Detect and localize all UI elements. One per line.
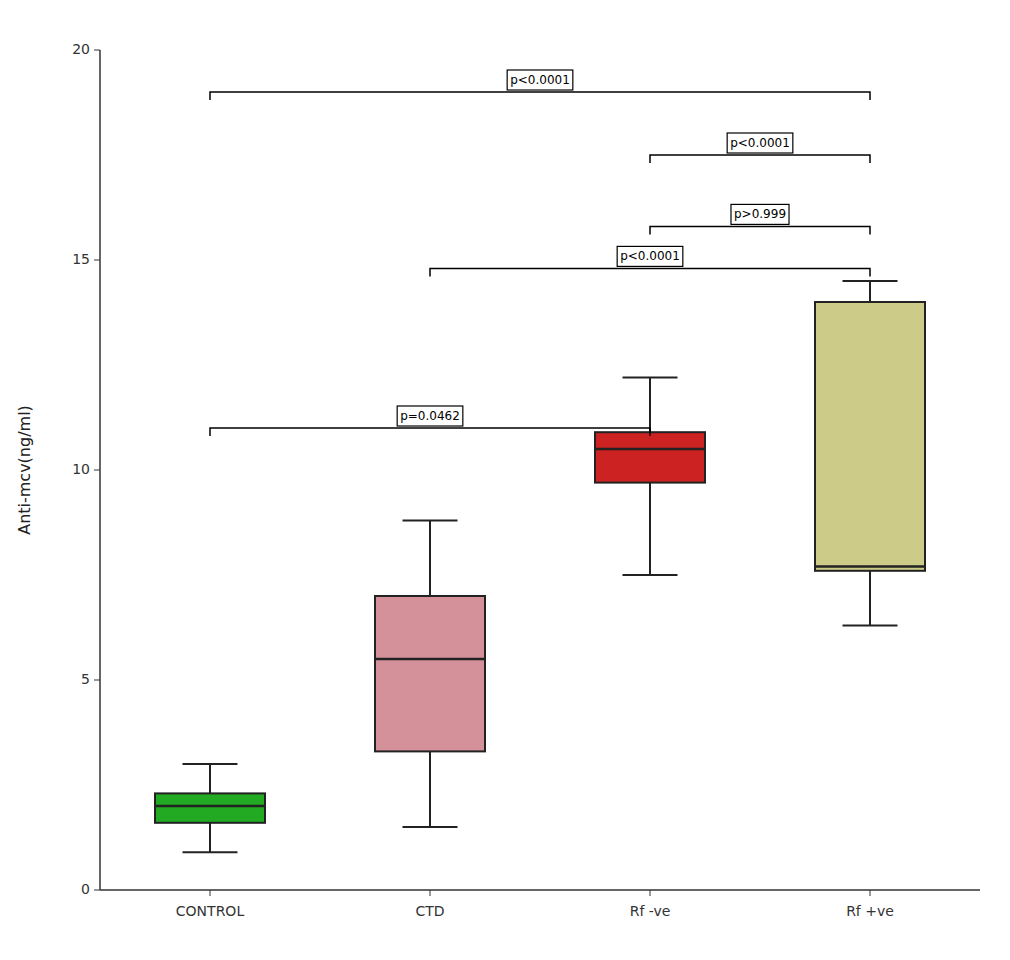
whisker-cap: [623, 377, 678, 379]
annotation-label: p<0.0001: [620, 249, 680, 263]
whisker: [429, 751, 431, 827]
whisker-cap: [403, 519, 458, 521]
y-axis-label: Anti-mcv(ng/ml): [15, 405, 34, 535]
significance-bracket: [650, 155, 870, 163]
whisker: [649, 483, 651, 575]
annotation-box: [727, 133, 793, 153]
annotation-box: [397, 406, 463, 426]
x-axis-line: [100, 889, 980, 891]
x-tick-label: CONTROL: [176, 903, 245, 919]
annotation-box: [507, 70, 573, 90]
whisker: [649, 378, 651, 433]
y-tick: [94, 50, 100, 51]
median-line: [375, 658, 485, 661]
y-tick-label: 5: [81, 671, 90, 687]
whisker: [869, 571, 871, 626]
annotation-label: p=0.0462: [400, 409, 460, 423]
y-tick-label: 20: [72, 41, 90, 57]
chart: 0 5 10 15 20 CONTROL CTD Rf -ve Rf +ve Anti-mcv(n…: [0, 0, 1010, 960]
y-tick: [94, 680, 100, 681]
median-line: [155, 805, 265, 808]
significance-bracket: [650, 226, 870, 234]
box: [595, 432, 705, 482]
x-tick-label: CTD: [415, 903, 444, 919]
whisker-cap: [183, 851, 238, 853]
whisker-cap: [403, 826, 458, 828]
annotation-labels: p<0.0001 p<0.0001 p=0.0462 p<0.0001 p>0.999: [397, 70, 793, 426]
significance-bracket: [430, 268, 870, 276]
whisker-cap: [183, 763, 238, 765]
x-tick: [650, 890, 651, 896]
significance-bracket: [210, 428, 650, 436]
x-tick: [870, 890, 871, 896]
whisker: [429, 520, 431, 596]
whisker-cap: [623, 574, 678, 576]
y-tick-label: 0: [81, 881, 90, 897]
whisker: [209, 764, 211, 793]
median-line: [595, 448, 705, 451]
x-tick-label: Rf +ve: [846, 903, 894, 919]
significance-bracket: [210, 92, 870, 100]
y-tick: [94, 260, 100, 261]
whisker: [209, 823, 211, 852]
whisker-cap: [843, 624, 898, 626]
whisker-cap: [843, 280, 898, 282]
whisker: [869, 281, 871, 302]
median-line: [815, 565, 925, 568]
y-tick: [94, 890, 100, 891]
y-tick: [94, 470, 100, 471]
annotation-box: [731, 204, 789, 224]
y-tick-label: 15: [72, 251, 90, 267]
x-tick: [210, 890, 211, 896]
box: [815, 302, 925, 571]
y-tick-label: 10: [72, 461, 90, 477]
plot-area: [155, 92, 925, 852]
annotation-label: p<0.0001: [510, 73, 570, 87]
box: [155, 793, 265, 822]
annotation-label: p<0.0001: [730, 136, 790, 150]
y-axis-line: [99, 50, 101, 890]
annotation-box: [617, 246, 683, 266]
x-tick: [430, 890, 431, 896]
annotation-label: p>0.999: [734, 207, 786, 221]
x-tick-label: Rf -ve: [630, 903, 671, 919]
box: [375, 596, 485, 751]
